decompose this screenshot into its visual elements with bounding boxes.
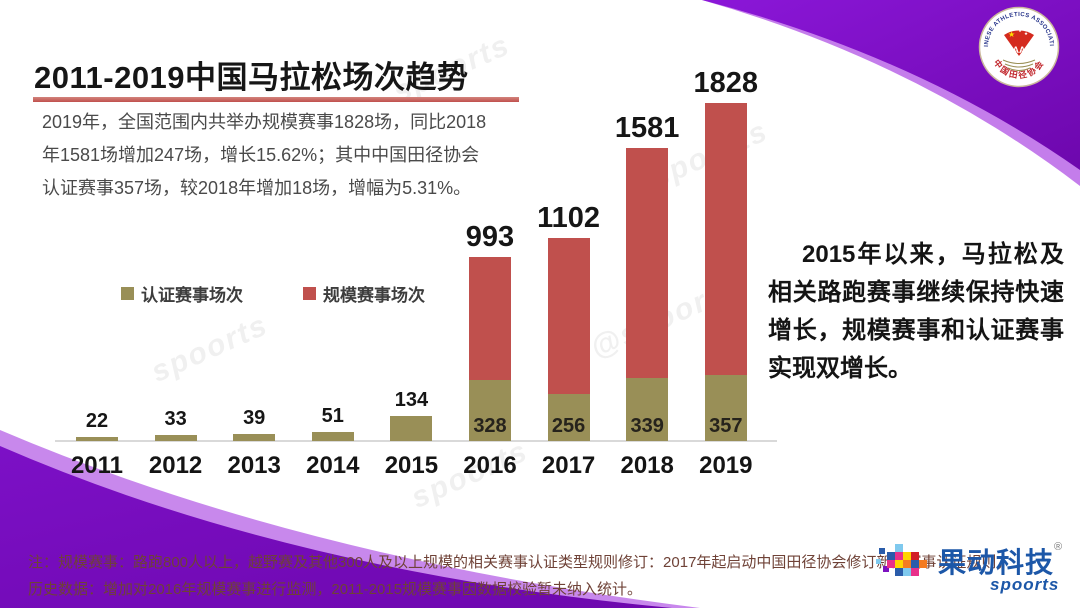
bar-certified-2013	[233, 434, 276, 441]
bar-top-label-2017: 1102	[537, 202, 601, 234]
caa-monogram: AA	[1013, 45, 1026, 55]
bar-certified-2019	[704, 375, 747, 441]
bar-top-label-2014: 51	[321, 405, 344, 427]
bar-certified-2015	[390, 416, 433, 441]
bar-top-label-2019: 1828	[693, 67, 759, 99]
title-underline	[33, 97, 519, 102]
footnote-line-2: 历史数据：增加对2016年规模赛事进行监测，2011-2015规模赛事因数据校验…	[28, 581, 642, 598]
bar-certified-2011	[76, 437, 118, 441]
highlight-text: 2015年以来，马拉松及相关路跑赛事继续保持快速增长，规模赛事和认证赛事实现双增…	[768, 241, 1064, 382]
bar-certified-2012	[154, 435, 197, 441]
chart-legend: 认证赛事场次 规模赛事场次	[121, 281, 425, 306]
caa-star-icon: ★	[1024, 31, 1028, 36]
spoorts-mosaic-icon	[876, 544, 927, 576]
page-title: 2011-2019中国马拉松场次趋势	[34, 60, 469, 95]
bar-top-label-2013: 39	[243, 407, 266, 429]
bar-top-label-2016: 993	[465, 221, 515, 253]
legend-label-scale: 规模赛事场次	[323, 286, 425, 305]
legend-label-certified: 认证赛事场次	[141, 286, 243, 305]
legend-swatch-certified	[121, 287, 134, 300]
legend-swatch-scale	[303, 287, 316, 300]
bar-scale-2019	[704, 103, 747, 375]
bar-scale-2018	[626, 148, 669, 378]
registered-mark: ®	[1054, 541, 1064, 553]
footnote-line-1: 注：规模赛事：路跑800人以上，越野赛及其他300人及以上规模的相关赛事认证类型…	[28, 554, 1012, 571]
caa-star-icon: ★	[1018, 28, 1022, 33]
spoorts-company-logo: 果动科技® spoorts	[876, 539, 1072, 603]
bar-inner-label-2019: 357	[709, 415, 743, 437]
caa-star-icon: ★	[1008, 30, 1015, 39]
bar-certified-2014	[311, 432, 354, 441]
legend-item-scale: 规模赛事场次	[303, 281, 425, 306]
intro-paragraph: 2019年，全国范围内共举办规模赛事1828场，同比2018 年1581场增加2…	[42, 112, 487, 198]
bar-scale-2016	[469, 257, 511, 380]
caa-association-logo: CHINESE ATHLETICS ASSOCIATION 中国田径协会 ★ ★…	[978, 6, 1060, 88]
legend-item-certified: 认证赛事场次	[121, 281, 243, 306]
bar-scale-2017	[547, 238, 590, 394]
spoorts-company-name: 果动科技®	[938, 541, 1064, 578]
bar-top-label-2018: 1581	[614, 112, 680, 144]
x-axis-label-2019: 2019	[699, 452, 753, 479]
bar-top-label-2015: 134	[394, 389, 429, 411]
spoorts-wordmark: spoorts	[990, 575, 1060, 594]
bar-top-label-2011: 22	[85, 410, 109, 432]
bar-top-label-2012: 33	[164, 408, 187, 430]
